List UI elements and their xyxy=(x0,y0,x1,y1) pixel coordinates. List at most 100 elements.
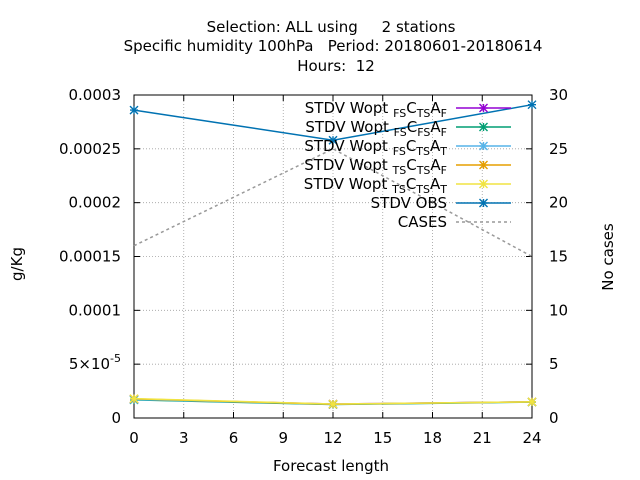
legend-label-part: T xyxy=(439,183,447,196)
legend-label-part: TS xyxy=(416,107,431,120)
x-tick-label: 21 xyxy=(473,429,492,447)
y-tick-label: 0.00025 xyxy=(59,140,121,158)
x-tick-label: 9 xyxy=(278,429,288,447)
legend-entry: STDV Wopt FSCFSAF xyxy=(305,118,511,139)
legend-marker xyxy=(479,179,488,189)
x-tick-label: 24 xyxy=(522,429,541,447)
x-axis-label: Forecast length xyxy=(273,457,389,475)
legend-label-base: STDV Wopt xyxy=(305,118,393,136)
legend-label-part: FS xyxy=(393,145,406,158)
legend-label-base: STDV Wopt xyxy=(305,99,393,117)
legend-label-part: A xyxy=(430,118,441,136)
series-6 xyxy=(133,147,533,258)
x-tick-label: 12 xyxy=(323,429,342,447)
data-point xyxy=(527,100,537,110)
legend-label-part: FS xyxy=(417,126,430,139)
y-tick-label: 0 xyxy=(111,409,121,427)
data-point xyxy=(328,135,338,145)
legend-marker xyxy=(479,160,488,170)
legend-entry: STDV Wopt FSCTSAT xyxy=(304,137,511,158)
legend-label: STDV Wopt TSCTSAF xyxy=(304,156,447,177)
y-tick-label: 0.0002 xyxy=(69,194,122,212)
y2-axis: 0 5 10 15 20 25 30 xyxy=(526,86,568,427)
legend-label-part: F xyxy=(441,164,447,177)
y2-tick-label: 25 xyxy=(549,140,568,158)
legend-entry: STDV Wopt TSCTSAT xyxy=(304,175,511,196)
legend-label-part: FS xyxy=(394,126,407,139)
legend-label-base: STDV Wopt xyxy=(304,137,392,155)
legend-label: STDV OBS xyxy=(371,194,447,212)
grid xyxy=(134,95,532,418)
x-tick-label: 18 xyxy=(423,429,442,447)
legend-marker xyxy=(479,103,488,113)
y-tick-label: 0.0003 xyxy=(69,86,122,104)
legend-label-part: A xyxy=(430,175,441,193)
y-tick-label: 5×10-5 xyxy=(69,352,121,373)
series-5 xyxy=(129,100,537,145)
legend-marker xyxy=(479,198,488,208)
data-point xyxy=(129,105,139,115)
legend-label-part: C xyxy=(406,99,416,117)
legend-label: CASES xyxy=(398,213,447,231)
legend-label-part: TS xyxy=(416,164,431,177)
data-point xyxy=(328,399,338,409)
x-tick-label: 15 xyxy=(373,429,392,447)
x-tick-label: 0 xyxy=(129,429,139,447)
y-tick-label: 0.00015 xyxy=(59,248,121,266)
legend-label-part: TS xyxy=(415,183,430,196)
y2-tick-label: 30 xyxy=(549,86,568,104)
data-point xyxy=(129,394,139,404)
legend-label-part: A xyxy=(430,156,441,174)
legend-marker xyxy=(479,141,488,151)
legend-label-part: TS xyxy=(392,164,407,177)
y2-tick-label: 10 xyxy=(549,301,568,319)
legend-label-part: FS xyxy=(393,107,406,120)
legend-marker xyxy=(479,122,488,132)
title-line-2: Specific humidity 100hPa Period: 2018060… xyxy=(124,37,543,55)
legend-label-part: A xyxy=(430,137,441,155)
x-tick-label: 6 xyxy=(229,429,239,447)
legend-entry: STDV Wopt TSCTSAF xyxy=(304,156,511,177)
legend-label-part: T xyxy=(439,145,447,158)
legend-label-part: F xyxy=(441,107,447,120)
legend-label-part: A xyxy=(430,99,441,117)
legend-label-base: CASES xyxy=(398,213,447,231)
legend-label: STDV Wopt TSCTSAT xyxy=(304,175,447,196)
y2-tick-label: 5 xyxy=(549,355,559,373)
title-line-1: Selection: ALL using 2 stations xyxy=(207,18,456,36)
legend-label-part: C xyxy=(406,175,416,193)
y2-tick-label: 0 xyxy=(549,409,559,427)
y2-tick-label: 15 xyxy=(549,248,568,266)
legend-label-base: STDV Wopt xyxy=(304,156,392,174)
y-tick-label-base: 5×10 xyxy=(69,355,110,373)
legend-label: STDV Wopt FSCTSAF xyxy=(305,99,447,120)
series-4 xyxy=(129,394,537,409)
legend-label: STDV Wopt FSCFSAF xyxy=(305,118,447,139)
legend-label-part: C xyxy=(406,137,416,155)
y-axis-label: g/Kg xyxy=(8,247,26,281)
title-line-3: Hours: 12 xyxy=(297,57,375,75)
y-tick-label: 0.0001 xyxy=(69,301,122,319)
series-layer xyxy=(129,100,537,410)
y-axis: 0 5×10-5 0.0001 0.00015 0.0002 0.00025 0.0003 xyxy=(59,86,140,427)
legend-label-part: F xyxy=(441,126,447,139)
x-tick-label: 3 xyxy=(179,429,189,447)
data-point xyxy=(527,397,537,407)
legend-label-base: STDV OBS xyxy=(371,194,447,212)
legend-entry: STDV Wopt FSCTSAF xyxy=(305,99,511,120)
legend-entry: CASES xyxy=(398,213,511,231)
legend-label-part: TS xyxy=(415,145,430,158)
chart-title: Selection: ALL using 2 stations Specific… xyxy=(124,18,543,75)
legend-label-part: TS xyxy=(391,183,406,196)
x-axis: 0 3 6 9 12 15 18 21 24 xyxy=(129,95,542,447)
y-tick-label-exponent: -5 xyxy=(110,352,121,365)
y2-axis-label: No cases xyxy=(599,223,617,291)
y2-tick-label: 20 xyxy=(549,194,568,212)
legend-label: STDV Wopt FSCTSAT xyxy=(304,137,447,158)
series-line xyxy=(133,147,533,258)
legend-label-part: C xyxy=(407,118,417,136)
legend-entry: STDV OBS xyxy=(371,194,511,212)
legend-label-base: STDV Wopt xyxy=(304,175,392,193)
